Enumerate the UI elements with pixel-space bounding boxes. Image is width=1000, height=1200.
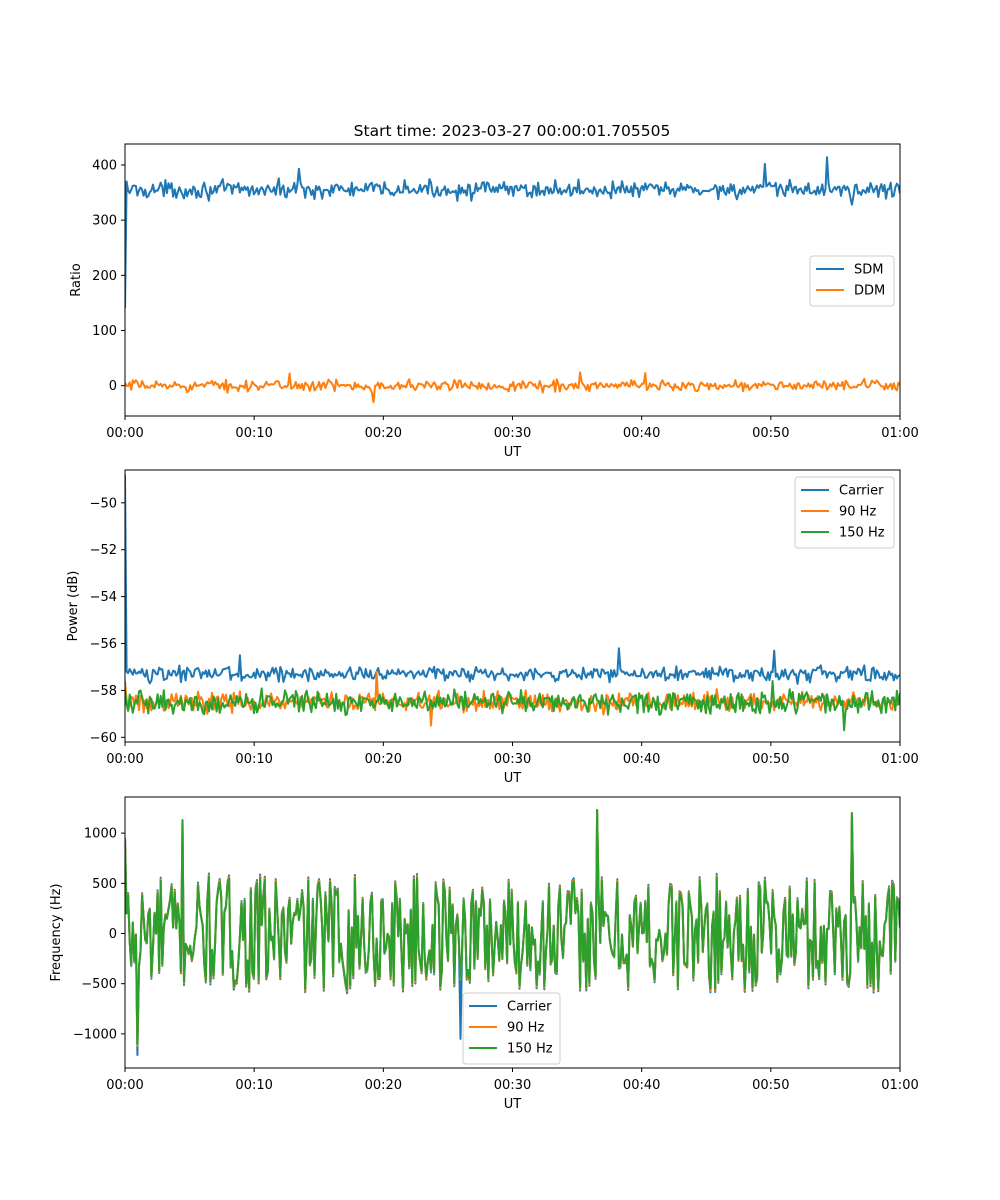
x-tick-label: 01:00: [881, 426, 918, 441]
legend-box: [462, 992, 561, 1065]
legend-label: DDM: [854, 284, 885, 299]
x-tick-label: 00:00: [106, 1078, 143, 1093]
y-tick-label: 200: [92, 269, 117, 284]
y-tick-label: −500: [81, 977, 117, 992]
x-tick-label: 00:30: [494, 752, 531, 767]
x-tick-label: 00:10: [235, 752, 272, 767]
x-tick-label: 01:00: [881, 1078, 918, 1093]
legend-box: [794, 476, 895, 549]
x-tick-label: 00:20: [365, 752, 402, 767]
subplot-3: 00:00 00:10 00:20 00:30 00:40 00:50 01:00 −1000…: [49, 796, 919, 1112]
y-tick-label: 500: [92, 877, 117, 892]
y-axis-label: Power (dB): [66, 571, 81, 642]
x-tick-label: 00:50: [752, 752, 789, 767]
series-line-150-hz: [125, 809, 900, 1045]
x-axis-label: UT: [504, 771, 522, 786]
y-axis-label: Ratio: [69, 263, 84, 296]
series-group: [125, 474, 900, 732]
y-tick-label: 0: [109, 379, 117, 394]
legend-label: 90 Hz: [507, 1021, 544, 1036]
x-tick-label: 00:30: [494, 426, 531, 441]
y-tick-label: 300: [92, 214, 117, 229]
legend: SDM DDM: [809, 255, 895, 307]
legend: Carrier 90 Hz 150 Hz: [462, 992, 561, 1065]
x-tick-label: 00:00: [106, 426, 143, 441]
legend-label: SDM: [854, 263, 883, 278]
x-tick-label: 00:00: [106, 752, 143, 767]
x-tick-label: 00:50: [752, 1078, 789, 1093]
y-tick-label: −58: [90, 684, 117, 699]
series-line-sdm: [125, 156, 900, 309]
y-tick-label: −60: [90, 731, 117, 746]
legend: Carrier 90 Hz 150 Hz: [794, 476, 895, 549]
subplots: 00:00 00:10 00:20 00:30 00:40 00:50 01:00 0 100 2…: [49, 143, 919, 1112]
series-group: [125, 809, 900, 1056]
legend-label: 150 Hz: [507, 1042, 553, 1057]
subplot-1: 00:00 00:10 00:20 00:30 00:40 00:50 01:00 0 100 2…: [69, 143, 919, 460]
legend-label: Carrier: [507, 1000, 552, 1015]
x-tick-label: 01:00: [881, 752, 918, 767]
y-tick-label: 100: [92, 324, 117, 339]
x-tick-label: 00:10: [235, 1078, 272, 1093]
y-axis-label: Frequency (Hz): [49, 883, 64, 981]
series-line-ddm: [125, 371, 900, 404]
y-tick-label: −50: [90, 496, 117, 511]
x-tick-label: 00:40: [623, 426, 660, 441]
y-tick-label: −1000: [73, 1027, 117, 1042]
series-group: [125, 156, 900, 404]
x-tick-label: 00:20: [365, 426, 402, 441]
x-tick-label: 00:10: [235, 426, 272, 441]
x-tick-label: 00:20: [365, 1078, 402, 1093]
legend-label: 150 Hz: [839, 526, 885, 541]
x-tick-label: 00:40: [623, 752, 660, 767]
subplot-2: 00:00 00:10 00:20 00:30 00:40 00:50 01:00 −60 −5…: [66, 469, 919, 786]
figure-title: Start time: 2023-03-27 00:00:01.705505: [354, 122, 671, 140]
x-tick-label: 00:30: [494, 1078, 531, 1093]
y-tick-label: 1000: [84, 827, 117, 842]
y-tick-label: −52: [90, 543, 117, 558]
x-tick-label: 00:50: [752, 426, 789, 441]
x-axis-label: UT: [504, 445, 522, 460]
x-tick-label: 00:40: [623, 1078, 660, 1093]
x-axis-label: UT: [504, 1097, 522, 1112]
legend-label: 90 Hz: [839, 505, 876, 520]
y-tick-label: −54: [90, 590, 117, 605]
y-tick-label: 0: [109, 927, 117, 942]
y-tick-label: 400: [92, 158, 117, 173]
series-line-carrier: [125, 474, 900, 685]
legend-label: Carrier: [839, 484, 884, 499]
series-line-150-hz: [125, 680, 900, 732]
y-tick-label: −56: [90, 637, 117, 652]
